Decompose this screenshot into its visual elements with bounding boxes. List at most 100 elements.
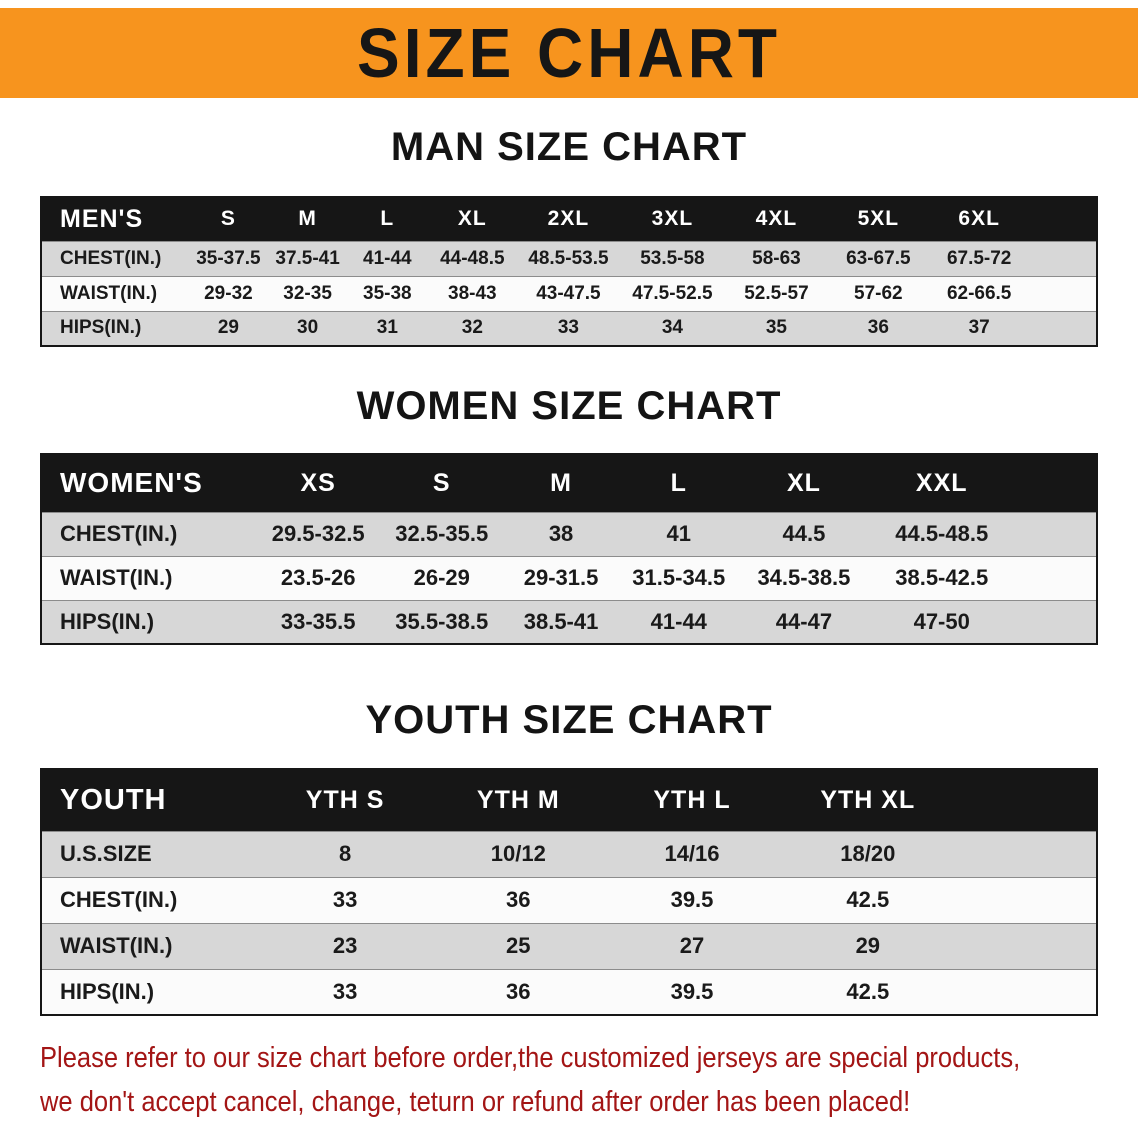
size-value-cell: 10/12 <box>490 841 546 866</box>
size-value-cell: 41-44 <box>650 608 707 634</box>
women-section-heading: WOMEN SIZE CHART <box>356 384 782 428</box>
men-size-table: MEN'S S M L XL 2XL 3XL 4XL 5XL 6XL CHEST(IN.) 35-3… <box>40 196 1098 347</box>
spacer-cell <box>957 877 1097 923</box>
women-waist-row: WAIST(IN.) 23.5-26 26-29 29-31.5 31.5-34.5 34… <box>41 556 1097 600</box>
column-header-cell: XL <box>457 207 487 231</box>
spacer-cell <box>1014 600 1097 644</box>
column-header-cell: YTH M <box>476 785 560 814</box>
table-title-cell: YOUTH <box>60 783 167 816</box>
spacer-cell <box>957 923 1097 969</box>
disclaimer-line-2: we don't accept cancel, change, teturn o… <box>40 1086 911 1118</box>
table-title-cell: MEN'S <box>60 204 144 233</box>
size-chart-banner: SIZE CHART <box>0 8 1138 98</box>
size-value-cell: 47-50 <box>913 608 970 634</box>
size-value-cell: 32.5-35.5 <box>395 521 489 546</box>
column-header-cell: 4XL <box>755 207 798 231</box>
spacer-cell <box>1029 276 1097 311</box>
youth-size-table: YOUTH YTH S YTH M YTH L YTH XL U.S.SIZE 8 10/1… <box>40 768 1098 1016</box>
size-value-cell: 18/20 <box>840 841 896 866</box>
size-value-cell: 33 <box>557 317 579 339</box>
column-header-cell: YTH L <box>653 785 731 814</box>
size-value-cell: 38.5-41 <box>523 608 599 634</box>
size-value-cell: 32 <box>461 317 483 339</box>
column-header-cell: M <box>298 207 317 231</box>
size-value-cell: 67.5-72 <box>946 247 1012 269</box>
table-title-cell: WOMEN'S <box>60 467 203 499</box>
size-value-cell: 33-35.5 <box>280 608 356 634</box>
spacer-cell <box>1014 454 1097 512</box>
spacer-cell <box>1029 197 1097 241</box>
size-value-cell: 42.5 <box>846 978 890 1004</box>
column-header-cell: 6XL <box>958 207 1000 231</box>
size-value-cell: 36 <box>867 317 889 339</box>
column-header-cell: S <box>432 468 451 497</box>
men-hips-row: HIPS(IN.) 29 30 31 32 33 34 35 36 37 <box>41 311 1097 346</box>
column-header-cell: YTH XL <box>820 785 916 814</box>
column-header-cell: XL <box>786 468 821 497</box>
size-value-cell: 33 <box>332 887 358 912</box>
men-section: MAN SIZE CHART MEN'S S M L XL 2XL 3XL 4XL 5XL 6XL… <box>0 124 1138 347</box>
row-label-cell: HIPS(IN.) <box>60 608 155 634</box>
size-value-cell: 37.5-41 <box>275 247 340 269</box>
size-value-cell: 44-48.5 <box>440 247 505 269</box>
column-header-cell: L <box>380 207 395 231</box>
row-label-cell: CHEST(IN.) <box>60 887 178 912</box>
youth-section-heading: YOUTH SIZE CHART <box>365 698 773 742</box>
size-value-cell: 34.5-38.5 <box>757 565 851 590</box>
spacer-cell <box>1029 241 1097 276</box>
size-value-cell: 8 <box>338 841 352 866</box>
size-value-cell: 38 <box>548 521 574 546</box>
women-hips-row: HIPS(IN.) 33-35.5 35.5-38.5 38.5-41 41-44 44-… <box>41 600 1097 644</box>
size-value-cell: 14/16 <box>664 841 720 866</box>
size-value-cell: 37 <box>968 317 990 339</box>
women-size-table: WOMEN'S XS S M L XL XXL CHEST(IN.) 29.5-32.5 32.… <box>40 453 1098 645</box>
size-value-cell: 44.5 <box>782 521 826 546</box>
size-value-cell: 30 <box>297 317 319 339</box>
men-waist-row: WAIST(IN.) 29-32 32-35 35-38 38-43 43-47.5 47.… <box>41 276 1097 311</box>
size-value-cell: 29-32 <box>204 282 253 304</box>
size-value-cell: 34 <box>661 317 683 339</box>
row-label-cell: CHEST(IN.) <box>60 521 178 546</box>
men-header-row: MEN'S S M L XL 2XL 3XL 4XL 5XL 6XL <box>41 197 1097 241</box>
size-value-cell: 44-47 <box>775 608 833 634</box>
disclaimer-note: Please refer to our size chart before or… <box>40 1036 1138 1124</box>
row-label-cell: WAIST(IN.) <box>60 933 173 958</box>
size-value-cell: 44.5-48.5 <box>895 521 989 546</box>
spacer-cell <box>1014 512 1097 556</box>
spacer-cell <box>957 831 1097 877</box>
size-value-cell: 36 <box>506 978 531 1004</box>
row-label-cell: WAIST(IN.) <box>60 565 173 590</box>
youth-waist-row: WAIST(IN.) 23 25 27 29 <box>41 923 1097 969</box>
row-label-cell: CHEST(IN.) <box>60 247 162 269</box>
women-header-row: WOMEN'S XS S M L XL XXL <box>41 454 1097 512</box>
size-value-cell: 29 <box>855 933 881 958</box>
size-value-cell: 35 <box>765 317 787 339</box>
size-value-cell: 26-29 <box>413 565 470 590</box>
youth-ussize-row: U.S.SIZE 8 10/12 14/16 18/20 <box>41 831 1097 877</box>
size-value-cell: 52.5-57 <box>744 282 809 304</box>
size-value-cell: 42.5 <box>846 887 890 912</box>
youth-section: YOUTH SIZE CHART YOUTH YTH S YTH M YTH L YTH… <box>0 697 1138 1016</box>
size-value-cell: 63-67.5 <box>846 247 911 269</box>
size-value-cell: 39.5 <box>670 978 714 1004</box>
size-value-cell: 58-63 <box>752 247 801 269</box>
size-value-cell: 41 <box>666 521 692 546</box>
size-value-cell: 48.5-53.5 <box>528 247 609 269</box>
spacer-cell <box>1029 311 1097 346</box>
size-value-cell: 35-38 <box>363 282 412 304</box>
size-value-cell: 23.5-26 <box>280 565 356 590</box>
column-header-cell: M <box>550 468 572 497</box>
size-value-cell: 41-44 <box>363 247 412 269</box>
size-value-cell: 33 <box>332 978 358 1004</box>
column-header-cell: S <box>220 207 236 231</box>
column-header-cell: XXL <box>915 468 968 497</box>
row-label-cell: HIPS(IN.) <box>60 317 142 339</box>
size-value-cell: 29.5-32.5 <box>271 521 365 546</box>
size-value-cell: 38-43 <box>448 282 497 304</box>
size-value-cell: 35.5-38.5 <box>395 608 489 634</box>
size-value-cell: 62-66.5 <box>946 282 1012 304</box>
size-value-cell: 32-35 <box>283 282 332 304</box>
row-label-cell: U.S.SIZE <box>60 841 152 866</box>
size-value-cell: 39.5 <box>670 887 714 912</box>
spacer-cell <box>957 969 1097 1015</box>
